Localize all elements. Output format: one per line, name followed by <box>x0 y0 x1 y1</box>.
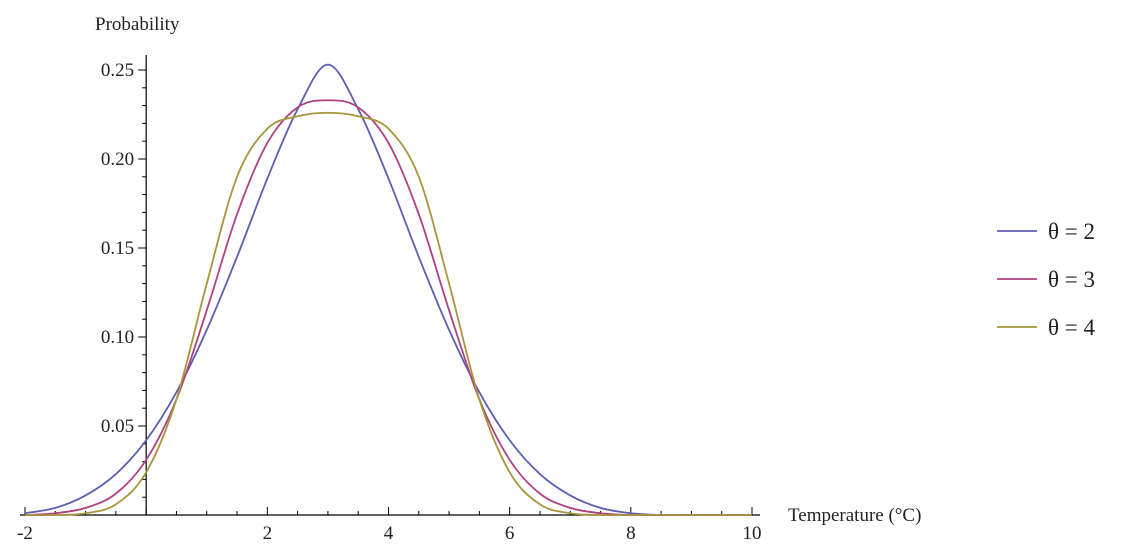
x-axis-label: Temperature (°C) <box>788 505 921 526</box>
x-tick-label: 2 <box>263 523 273 544</box>
x-tick-label: 6 <box>505 523 515 544</box>
series-line-theta-2 <box>24 63 752 517</box>
legend-label: θ = 3 <box>1048 267 1095 292</box>
x-tick-label: -2 <box>17 523 33 544</box>
y-tick-label: 0.15 <box>101 238 134 259</box>
legend-label: θ = 4 <box>1048 315 1095 340</box>
x-tick-label: 4 <box>384 523 394 544</box>
tick-labels: -2 2 4 6 8 10 0.05 0.10 0.15 0.20 0.25 <box>17 60 761 544</box>
series-lines <box>24 63 752 517</box>
axes <box>20 55 760 516</box>
y-tick-label: 0.25 <box>101 60 134 81</box>
y-axis-label: Probability <box>95 14 180 35</box>
x-tick-label: 8 <box>626 523 636 544</box>
y-tick-label: 0.05 <box>101 416 134 437</box>
legend-label: θ = 2 <box>1048 219 1095 244</box>
series-line-theta-4 <box>24 111 752 517</box>
y-tick-label: 0.20 <box>101 149 134 170</box>
legend: θ = 2 θ = 3 θ = 4 <box>997 219 1095 340</box>
x-tick-label: 10 <box>743 523 762 544</box>
y-tick-label: 0.10 <box>101 327 134 348</box>
